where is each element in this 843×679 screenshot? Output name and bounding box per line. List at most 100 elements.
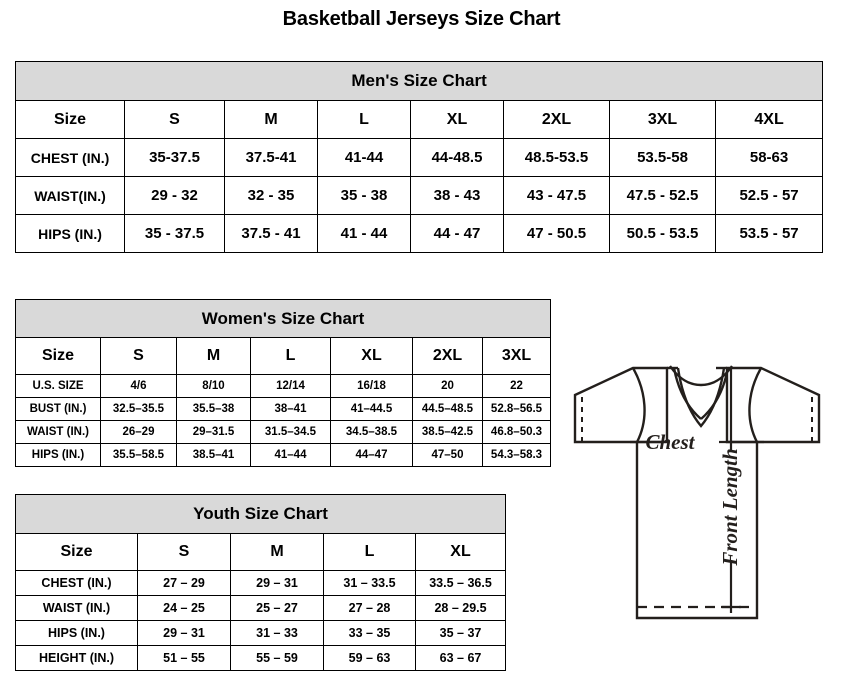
- womens-cell-us-size-3xl: 22: [481, 374, 552, 398]
- mens-cell-waist-2xl: 43 - 47.5: [503, 176, 610, 215]
- womens-size-chart-table: Women's Size Chart Size S M L XL 2XL 3XL…: [14, 299, 552, 467]
- womens-cell-waist-l: 31.5–34.5: [250, 420, 331, 444]
- table-row: CHEST (IN.) 35-37.5 37.5-41 41-44 44-48.…: [15, 138, 824, 177]
- womens-col-xl: XL: [330, 337, 413, 375]
- youth-cell-chest-s: 27 – 29: [137, 570, 231, 596]
- mens-cell-chest-m: 37.5-41: [224, 138, 318, 177]
- youth-cell-chest-l: 31 – 33.5: [323, 570, 416, 596]
- mens-cell-waist-l: 35 - 38: [317, 176, 411, 215]
- youth-col-m: M: [230, 533, 324, 571]
- womens-cell-hips-3xl: 54.3–58.3: [481, 443, 552, 467]
- jersey-body-shape: [635, 442, 759, 620]
- youth-row-label-chest: CHEST (IN.): [15, 570, 138, 596]
- front-length-label: Front Length: [718, 448, 742, 566]
- table-row: HIPS (IN.) 29 – 31 31 – 33 33 – 35 35 – …: [15, 620, 507, 646]
- womens-cell-hips-m: 38.5–41: [176, 443, 251, 467]
- womens-cell-bust-s: 32.5–35.5: [100, 397, 177, 421]
- mens-row-label-chest: CHEST (IN.): [15, 138, 125, 177]
- youth-cell-waist-xl: 28 – 29.5: [414, 595, 507, 621]
- mens-row-label-waist: WAIST(IN.): [15, 176, 125, 215]
- youth-cell-hips-m: 31 – 33: [230, 620, 324, 646]
- youth-table-title: Youth Size Chart: [14, 494, 507, 534]
- womens-cell-waist-s: 26–29: [100, 420, 177, 444]
- mens-cell-chest-2xl: 48.5-53.5: [503, 138, 610, 177]
- mens-cell-hips-l: 41 - 44: [317, 214, 411, 253]
- mens-cell-hips-4xl: 53.5 - 57: [714, 214, 824, 253]
- mens-col-3xl: 3XL: [609, 100, 716, 139]
- left-sleeve-shape: [573, 366, 669, 444]
- womens-col-s: S: [100, 337, 177, 375]
- womens-cell-us-size-s: 4/6: [100, 374, 177, 398]
- mens-cell-hips-3xl: 50.5 - 53.5: [609, 214, 716, 253]
- womens-cell-us-size-xl: 16/18: [330, 374, 413, 398]
- womens-col-2xl: 2XL: [412, 337, 483, 375]
- youth-row-label-waist: WAIST (IN.): [15, 595, 138, 621]
- womens-cell-bust-m: 35.5–38: [176, 397, 251, 421]
- table-row: U.S. SIZE 4/6 8/10 12/14 16/18 20 22: [15, 374, 552, 398]
- mens-col-l: L: [317, 100, 411, 139]
- mens-size-chart-table: Men's Size Chart Size S M L XL 2XL 3XL 4…: [14, 61, 824, 253]
- youth-cell-waist-s: 24 – 25: [137, 595, 231, 621]
- mens-col-s: S: [124, 100, 225, 139]
- jersey-illustration: Chest Front Length: [551, 357, 843, 647]
- table-row: WAIST(IN.) 29 - 32 32 - 35 35 - 38 38 - …: [15, 176, 824, 215]
- womens-table-title-row: Women's Size Chart: [14, 299, 552, 338]
- womens-col-3xl: 3XL: [481, 337, 552, 375]
- right-armhole-curve: [748, 367, 763, 443]
- youth-cell-chest-m: 29 – 31: [230, 570, 324, 596]
- left-armhole-curve: [631, 367, 646, 443]
- table-row: WAIST (IN.) 24 – 25 25 – 27 27 – 28 28 –…: [15, 595, 507, 621]
- mens-col-size: Size: [15, 100, 125, 139]
- womens-cell-us-size-l: 12/14: [250, 374, 331, 398]
- womens-cell-waist-m: 29–31.5: [176, 420, 251, 444]
- mens-table-title: Men's Size Chart: [14, 61, 824, 101]
- youth-table-title-row: Youth Size Chart: [14, 494, 507, 534]
- womens-row-label-bust: BUST (IN.): [15, 397, 101, 421]
- mens-cell-chest-3xl: 53.5-58: [609, 138, 716, 177]
- womens-col-l: L: [250, 337, 331, 375]
- youth-cell-height-s: 51 – 55: [137, 645, 231, 671]
- mens-cell-hips-s: 35 - 37.5: [124, 214, 225, 253]
- youth-size-chart-table: Youth Size Chart Size S M L XL CHEST (IN…: [14, 494, 507, 671]
- table-row: WAIST (IN.) 26–29 29–31.5 31.5–34.5 34.5…: [15, 420, 552, 444]
- neckline-rib-arc: [669, 365, 733, 387]
- womens-row-label-waist: WAIST (IN.): [15, 420, 101, 444]
- table-row: BUST (IN.) 32.5–35.5 35.5–38 38–41 41–44…: [15, 397, 552, 421]
- womens-cell-waist-3xl: 46.8–50.3: [481, 420, 552, 444]
- mens-cell-waist-xl: 38 - 43: [410, 176, 504, 215]
- womens-table-header-row: Size S M L XL 2XL 3XL: [15, 337, 552, 375]
- youth-col-s: S: [137, 533, 231, 571]
- youth-cell-height-m: 55 – 59: [230, 645, 324, 671]
- mens-cell-hips-m: 37.5 - 41: [224, 214, 318, 253]
- youth-row-label-height: HEIGHT (IN.): [15, 645, 138, 671]
- chest-label: Chest: [645, 430, 695, 454]
- womens-cell-waist-xl: 34.5–38.5: [330, 420, 413, 444]
- table-row: CHEST (IN.) 27 – 29 29 – 31 31 – 33.5 33…: [15, 570, 507, 596]
- womens-cell-bust-l: 38–41: [250, 397, 331, 421]
- right-sleeve-shape: [725, 366, 821, 444]
- youth-cell-height-l: 59 – 63: [323, 645, 416, 671]
- womens-cell-hips-s: 35.5–58.5: [100, 443, 177, 467]
- mens-col-4xl: 4XL: [714, 100, 824, 139]
- womens-table-title: Women's Size Chart: [14, 299, 552, 338]
- youth-cell-hips-l: 33 – 35: [323, 620, 416, 646]
- mens-cell-chest-xl: 44-48.5: [410, 138, 504, 177]
- youth-cell-height-xl: 63 – 67: [414, 645, 507, 671]
- youth-col-size: Size: [15, 533, 138, 571]
- womens-cell-us-size-m: 8/10: [176, 374, 251, 398]
- womens-row-label-hips: HIPS (IN.): [15, 443, 101, 467]
- womens-cell-bust-xl: 41–44.5: [330, 397, 413, 421]
- mens-cell-chest-s: 35-37.5: [124, 138, 225, 177]
- mens-col-2xl: 2XL: [503, 100, 610, 139]
- womens-cell-us-size-2xl: 20: [412, 374, 483, 398]
- youth-cell-waist-l: 27 – 28: [323, 595, 416, 621]
- mens-row-label-hips: HIPS (IN.): [15, 214, 125, 253]
- mens-cell-waist-4xl: 52.5 - 57: [714, 176, 824, 215]
- womens-cell-hips-xl: 44–47: [330, 443, 413, 467]
- womens-row-label-us-size: U.S. SIZE: [15, 374, 101, 398]
- womens-col-size: Size: [15, 337, 101, 375]
- mens-col-m: M: [224, 100, 318, 139]
- womens-cell-hips-l: 41–44: [250, 443, 331, 467]
- mens-cell-hips-2xl: 47 - 50.5: [503, 214, 610, 253]
- page-title: Basketball Jerseys Size Chart: [282, 8, 561, 30]
